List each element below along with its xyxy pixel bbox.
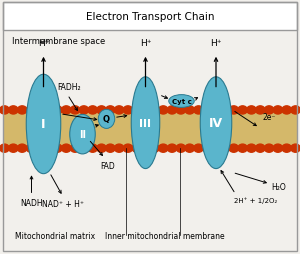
Ellipse shape bbox=[131, 77, 160, 169]
Circle shape bbox=[17, 106, 27, 115]
Circle shape bbox=[61, 106, 71, 115]
Circle shape bbox=[176, 145, 186, 153]
Circle shape bbox=[97, 145, 106, 153]
Circle shape bbox=[229, 106, 238, 115]
Circle shape bbox=[291, 145, 300, 153]
Circle shape bbox=[255, 145, 265, 153]
Text: II: II bbox=[79, 130, 86, 140]
Circle shape bbox=[123, 106, 133, 115]
Circle shape bbox=[247, 145, 256, 153]
Circle shape bbox=[273, 145, 283, 153]
Circle shape bbox=[132, 145, 142, 153]
Circle shape bbox=[167, 145, 177, 153]
Circle shape bbox=[158, 145, 168, 153]
Text: Mitochondrial matrix: Mitochondrial matrix bbox=[15, 231, 95, 240]
Circle shape bbox=[52, 106, 62, 115]
Bar bbox=[3, 110, 297, 149]
Circle shape bbox=[114, 106, 124, 115]
Circle shape bbox=[114, 145, 124, 153]
Circle shape bbox=[194, 145, 203, 153]
Circle shape bbox=[202, 145, 212, 153]
Circle shape bbox=[88, 106, 98, 115]
Circle shape bbox=[229, 145, 238, 153]
Text: Cyt c: Cyt c bbox=[172, 99, 191, 105]
Circle shape bbox=[247, 106, 256, 115]
Circle shape bbox=[106, 145, 115, 153]
Text: IV: IV bbox=[209, 117, 223, 130]
Circle shape bbox=[255, 106, 265, 115]
Circle shape bbox=[150, 145, 159, 153]
Text: 2e⁻: 2e⁻ bbox=[262, 112, 276, 121]
Text: I: I bbox=[41, 118, 46, 131]
Text: H⁺: H⁺ bbox=[38, 39, 49, 48]
Circle shape bbox=[79, 106, 89, 115]
Circle shape bbox=[8, 106, 18, 115]
Ellipse shape bbox=[26, 75, 61, 174]
Ellipse shape bbox=[200, 77, 232, 169]
Circle shape bbox=[88, 145, 98, 153]
Circle shape bbox=[273, 106, 283, 115]
Text: H₂O: H₂O bbox=[272, 182, 286, 191]
Circle shape bbox=[238, 106, 247, 115]
Circle shape bbox=[167, 106, 177, 115]
Circle shape bbox=[141, 145, 150, 153]
Text: 2H⁺ + 1/2O₂: 2H⁺ + 1/2O₂ bbox=[234, 196, 277, 203]
Circle shape bbox=[185, 145, 194, 153]
Circle shape bbox=[202, 106, 212, 115]
Circle shape bbox=[238, 145, 247, 153]
Text: FADH₂: FADH₂ bbox=[57, 83, 81, 92]
Text: III: III bbox=[140, 118, 152, 128]
Circle shape bbox=[8, 145, 18, 153]
Ellipse shape bbox=[98, 110, 115, 129]
Circle shape bbox=[35, 145, 45, 153]
Circle shape bbox=[106, 106, 115, 115]
Text: NADH: NADH bbox=[20, 198, 43, 207]
Text: Electron Transport Chain: Electron Transport Chain bbox=[86, 11, 214, 22]
Circle shape bbox=[35, 106, 45, 115]
Circle shape bbox=[132, 106, 142, 115]
Circle shape bbox=[176, 106, 186, 115]
Ellipse shape bbox=[70, 115, 95, 154]
Text: Inner mitochondrial membrane: Inner mitochondrial membrane bbox=[105, 231, 225, 240]
Text: NAD⁺ + H⁺: NAD⁺ + H⁺ bbox=[42, 199, 84, 208]
Circle shape bbox=[97, 106, 106, 115]
Circle shape bbox=[26, 145, 36, 153]
Text: Q: Q bbox=[103, 115, 110, 124]
Circle shape bbox=[52, 145, 62, 153]
Circle shape bbox=[264, 145, 274, 153]
Circle shape bbox=[70, 145, 80, 153]
Circle shape bbox=[26, 106, 36, 115]
Circle shape bbox=[211, 145, 221, 153]
Circle shape bbox=[211, 106, 221, 115]
Circle shape bbox=[158, 106, 168, 115]
Circle shape bbox=[220, 145, 230, 153]
Circle shape bbox=[123, 145, 133, 153]
Circle shape bbox=[70, 106, 80, 115]
Circle shape bbox=[61, 145, 71, 153]
Circle shape bbox=[150, 106, 159, 115]
Circle shape bbox=[185, 106, 194, 115]
Circle shape bbox=[291, 106, 300, 115]
Circle shape bbox=[17, 145, 27, 153]
Circle shape bbox=[0, 145, 9, 153]
Ellipse shape bbox=[169, 95, 194, 108]
Circle shape bbox=[79, 145, 89, 153]
Circle shape bbox=[282, 106, 292, 115]
Circle shape bbox=[220, 106, 230, 115]
Circle shape bbox=[141, 106, 150, 115]
Text: Intermembrane space: Intermembrane space bbox=[12, 37, 105, 46]
Text: FAD: FAD bbox=[100, 161, 116, 170]
Circle shape bbox=[44, 145, 53, 153]
Circle shape bbox=[194, 106, 203, 115]
Circle shape bbox=[282, 145, 292, 153]
Text: H⁺: H⁺ bbox=[210, 39, 222, 48]
Bar bbox=[3, 3, 297, 30]
Circle shape bbox=[44, 106, 53, 115]
Circle shape bbox=[264, 106, 274, 115]
Circle shape bbox=[0, 106, 9, 115]
Text: H⁺: H⁺ bbox=[140, 39, 151, 48]
